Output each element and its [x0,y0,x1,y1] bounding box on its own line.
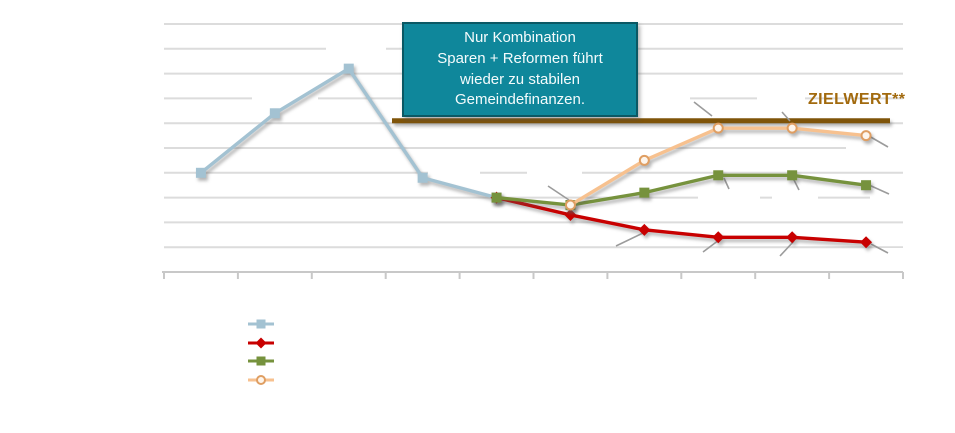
data-point [861,180,872,191]
data-point [343,63,354,74]
data-point [860,130,872,142]
data-point [564,199,576,211]
data-point [269,108,280,119]
series-tan-scenario-legend-glyph [248,374,274,385]
data-point [712,231,725,244]
ghost-labels [252,42,923,258]
callout-line: Gemeindefinanzen. [454,91,586,109]
legend-item-series-tan-scenario [246,371,276,390]
data-point [638,154,650,166]
callout-line: Nur Kombination [464,29,576,47]
data-point [417,172,428,183]
legend-item-series-green-scenario [246,352,276,371]
chart-legend [246,315,276,389]
callout-line: Sparen + Reformen führt [437,49,603,67]
callout-line: wieder zu stabilen [459,70,581,88]
data-point [712,122,724,134]
target-value-label: ZIELWERT** [808,91,906,108]
label-leader-lines [547,101,890,257]
series-red-scenario-legend-glyph [248,337,274,349]
series-red-scenario-line [490,191,873,249]
x-axis [162,271,904,279]
data-point [787,170,798,181]
data-point [713,170,724,181]
data-point [639,187,650,198]
data-point [564,208,577,221]
callout-box: Nur Kombination Sparen + Reformen führt … [402,22,638,117]
legend-item-series-blue-historic [246,315,276,334]
data-point [786,231,799,244]
data-point [638,223,651,236]
legend-item-series-red-scenario [246,334,276,353]
series-green-scenario-legend-glyph [248,356,274,366]
data-point [786,122,798,134]
data-point [491,192,502,203]
data-point [860,236,873,249]
data-point [195,167,206,178]
series-tan-scenario-line [564,122,872,211]
series-blue-historic-legend-glyph [248,319,274,329]
